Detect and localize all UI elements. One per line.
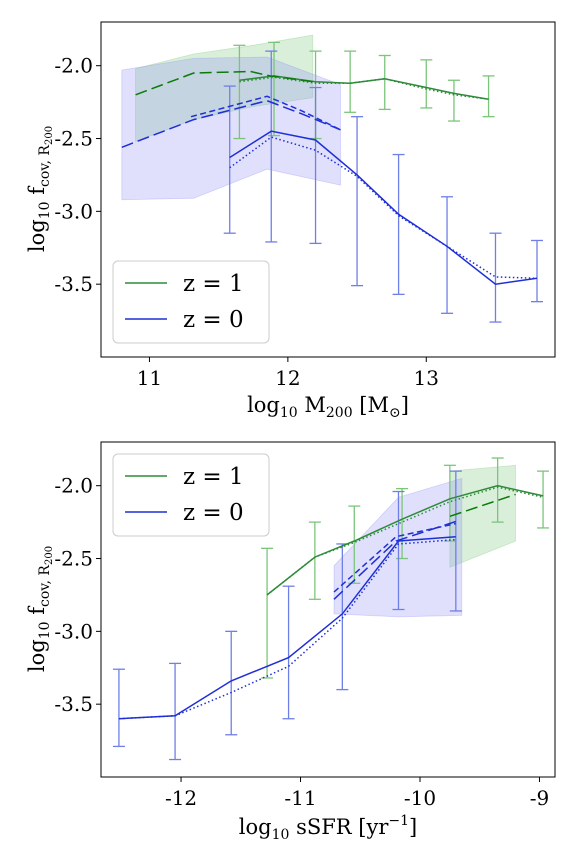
- series-line-blue-longdash: [121, 99, 341, 148]
- shaded-band-blue: [121, 56, 341, 201]
- bottom-panel: -12 -11 -10 -9 -2.0 -2.5 -3.0 -3.5 z = 1 z = 0 l…: [25, 441, 556, 843]
- top-axes-frame: [100, 21, 556, 358]
- shaded-band-green: [135, 34, 314, 142]
- y-tick-label: -2.0: [54, 54, 93, 78]
- y-tick-label: -3.5: [54, 272, 93, 296]
- y-tick-label: -2.0: [54, 474, 93, 498]
- y-tick-label: -2.5: [54, 127, 93, 151]
- x-tick-label: -10: [404, 786, 436, 810]
- series-line-green_dark-longdash: [449, 493, 516, 518]
- x-tick-label: 12: [275, 366, 300, 390]
- series-line-blue-dashed: [190, 95, 341, 131]
- legend-label: z = 0: [183, 500, 244, 526]
- legend-label: z = 1: [183, 271, 244, 297]
- bottom-y-axis-label: log10 fcov, R200: [25, 546, 55, 672]
- top-y-axis-label: log10 fcov, R200: [25, 126, 55, 252]
- y-tick-label: -3.5: [54, 692, 93, 716]
- y-tick-label: -2.5: [54, 547, 93, 571]
- series-line-blue-dashed: [333, 522, 456, 593]
- x-tick-label: -9: [530, 786, 549, 810]
- legend-box: [112, 260, 270, 344]
- x-tick-label: -11: [284, 786, 316, 810]
- legend-label: z = 1: [183, 464, 244, 490]
- legend-box: [112, 453, 270, 537]
- series-line-blue-dotted: [118, 538, 456, 720]
- y-tick-label: -3.0: [54, 619, 93, 643]
- top-panel: 11 12 13 -2.0 -2.5 -3.0 -3.5 z = 1 z = 0 log10 …: [25, 21, 556, 421]
- x-tick-label: 13: [414, 366, 439, 390]
- series-line-green-dotted: [239, 76, 489, 100]
- series-line-green-dotted: [266, 486, 544, 596]
- bottom-x-axis-label: log10 sSFR [yr−1]: [239, 813, 417, 843]
- top-x-axis-label: log10 M200 [M⊙]: [247, 393, 409, 421]
- series-line-blue-dotted: [229, 136, 538, 280]
- y-tick-label: -3.0: [54, 199, 93, 223]
- x-tick-label: -12: [165, 786, 197, 810]
- series-line-blue-solid: [229, 130, 538, 285]
- bottom-axes-frame: [100, 441, 556, 778]
- legend-label: z = 0: [183, 307, 244, 333]
- x-tick-label: 11: [137, 366, 162, 390]
- series-line-green_dark-longdash: [135, 70, 313, 96]
